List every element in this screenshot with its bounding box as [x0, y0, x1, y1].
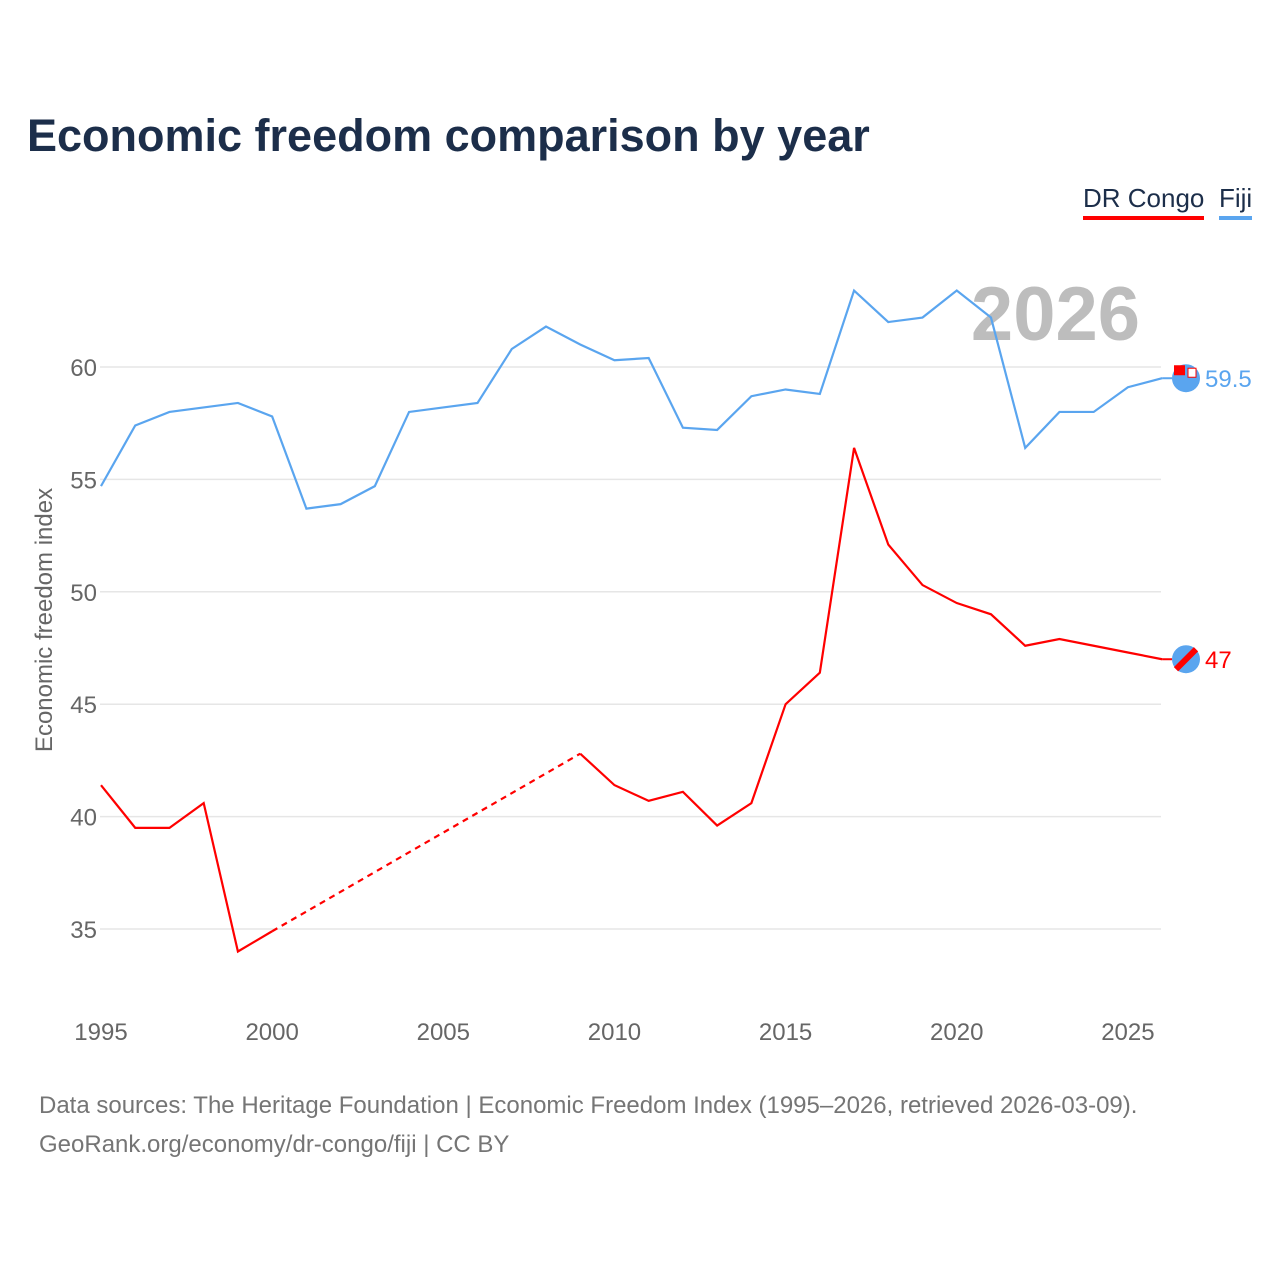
flag-stripe [1173, 647, 1199, 672]
x-tick-label: 1995 [74, 1019, 127, 1046]
y-tick-label: 40 [70, 805, 97, 832]
year-label: 2026 [971, 272, 1140, 357]
chart-title: Economic freedom comparison by year [27, 110, 870, 161]
x-tick-label: 2015 [759, 1019, 812, 1046]
x-tick-label: 2025 [1101, 1019, 1154, 1046]
series-line-fiji [100, 288, 1163, 510]
series-line-dr-congo [579, 447, 1163, 827]
y-tick-label: 45 [70, 692, 97, 719]
footer-link[interactable]: GeoRank.org/economy/dr-congo/fiji | CC B… [39, 1131, 510, 1158]
x-tick-label: 2010 [588, 1019, 641, 1046]
series-line-dr-congo [100, 784, 273, 954]
y-tick-label: 55 [70, 467, 97, 494]
y-axis-label: Economic freedom index [31, 488, 58, 752]
x-tick-label: 2000 [245, 1019, 298, 1046]
legend-item-dr-congo[interactable]: DR Congo [1083, 183, 1205, 220]
y-tick-label: 50 [70, 580, 97, 607]
x-tick-label: 2005 [417, 1019, 470, 1046]
x-tick-label: 2020 [930, 1019, 983, 1046]
flag-union-jack [1174, 365, 1185, 376]
end-value-label-dr-congo: 47 [1205, 647, 1232, 674]
footer-sources: Data sources: The Heritage Foundation | … [39, 1092, 1138, 1119]
end-value-label-fiji: 59.5 [1205, 366, 1252, 393]
series-gap-dr-congo [271, 752, 581, 933]
legend-item-fiji[interactable]: Fiji [1219, 183, 1253, 220]
y-tick-label: 35 [70, 917, 97, 944]
y-tick-label: 60 [70, 355, 97, 382]
footer: Data sources: The Heritage Foundation | … [39, 1086, 1137, 1164]
flag-shield [1187, 367, 1197, 378]
